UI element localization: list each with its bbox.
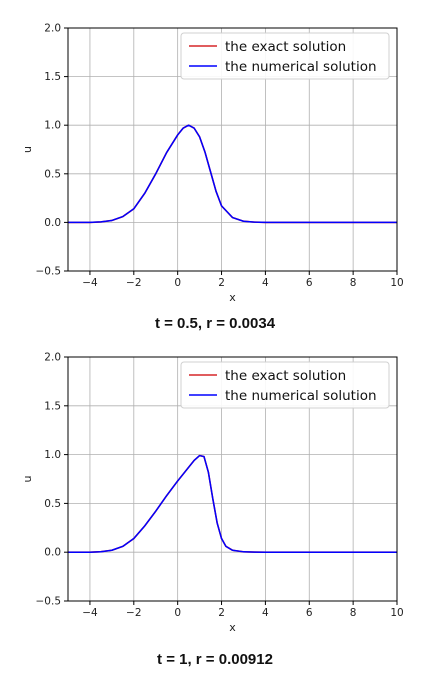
legend-box bbox=[180, 361, 390, 409]
y-axis-label: u bbox=[21, 476, 34, 483]
y-tick-label: 0.5 bbox=[44, 498, 61, 510]
x-axis-label: x bbox=[229, 621, 236, 634]
chart-caption: t = 0.5, r = 0.0034 bbox=[154, 315, 276, 332]
x-tick-label: −2 bbox=[126, 607, 141, 619]
y-tick-label: −0.5 bbox=[36, 596, 62, 608]
y-tick-label: 0.0 bbox=[44, 217, 61, 229]
chart-panel-t05: −4 −2 0 2 4 6 8 10 −0.5 0.0 0.5 1.0 1.5 2.0 x u the exac… bbox=[21, 23, 404, 333]
line-chart-t1: −4 −2 0 2 4 6 8 10 −0.5 0.0 0.5 1.0 1.5 2.0 x u the exac… bbox=[21, 352, 404, 635]
series-line-exact bbox=[68, 454, 397, 553]
y-tick-label: 2.0 bbox=[44, 352, 61, 364]
x-tick-label: −4 bbox=[82, 277, 98, 289]
x-tick-label: 2 bbox=[218, 277, 225, 289]
y-tick-label: 2.0 bbox=[44, 23, 61, 35]
legend: the exact solution the numerical solution bbox=[180, 32, 390, 80]
y-tick-label: 1.0 bbox=[44, 449, 61, 461]
x-axis-label: x bbox=[229, 291, 236, 304]
x-tick-label: −2 bbox=[126, 277, 141, 289]
x-tick-label: 8 bbox=[350, 607, 357, 619]
line-chart-t05: −4 −2 0 2 4 6 8 10 −0.5 0.0 0.5 1.0 1.5 2.0 x u the exac… bbox=[21, 23, 404, 305]
x-tick-label: 4 bbox=[262, 607, 269, 619]
x-tick-label: 0 bbox=[174, 607, 181, 619]
x-tick-label: 6 bbox=[306, 277, 313, 289]
x-tick-label: 10 bbox=[390, 607, 403, 619]
legend-label: the numerical solution bbox=[225, 59, 377, 75]
y-tick-label: −0.5 bbox=[36, 266, 62, 278]
series-line-numerical bbox=[68, 454, 397, 553]
chart-panel-t1: −4 −2 0 2 4 6 8 10 −0.5 0.0 0.5 1.0 1.5 2.0 x u the exac… bbox=[0, 338, 430, 677]
legend-label: the exact solution bbox=[225, 39, 346, 55]
plot-frame bbox=[67, 27, 398, 272]
y-axis-label: u bbox=[21, 146, 34, 153]
legend-box bbox=[180, 32, 390, 80]
y-tick-label: 0.0 bbox=[44, 547, 61, 559]
y-tick-label: 1.5 bbox=[44, 71, 61, 83]
y-tick-label: 1.5 bbox=[44, 400, 61, 412]
chart-caption: t = 1, r = 0.00912 bbox=[157, 651, 273, 668]
x-tick-label: 8 bbox=[350, 277, 357, 289]
x-tick-label: −4 bbox=[82, 607, 98, 619]
x-tick-label: 0 bbox=[174, 277, 181, 289]
legend-label: the numerical solution bbox=[225, 388, 377, 404]
plot-frame bbox=[67, 356, 398, 602]
x-tick-label: 2 bbox=[218, 607, 225, 619]
x-tick-label: 10 bbox=[390, 277, 403, 289]
legend-label: the exact solution bbox=[225, 368, 346, 384]
legend: the exact solution the numerical solution bbox=[180, 361, 390, 409]
y-tick-label: 0.5 bbox=[44, 168, 61, 180]
series-line-numerical bbox=[68, 124, 397, 224]
x-tick-label: 6 bbox=[306, 607, 313, 619]
x-tick-label: 4 bbox=[262, 277, 269, 289]
y-tick-label: 1.0 bbox=[44, 120, 61, 132]
